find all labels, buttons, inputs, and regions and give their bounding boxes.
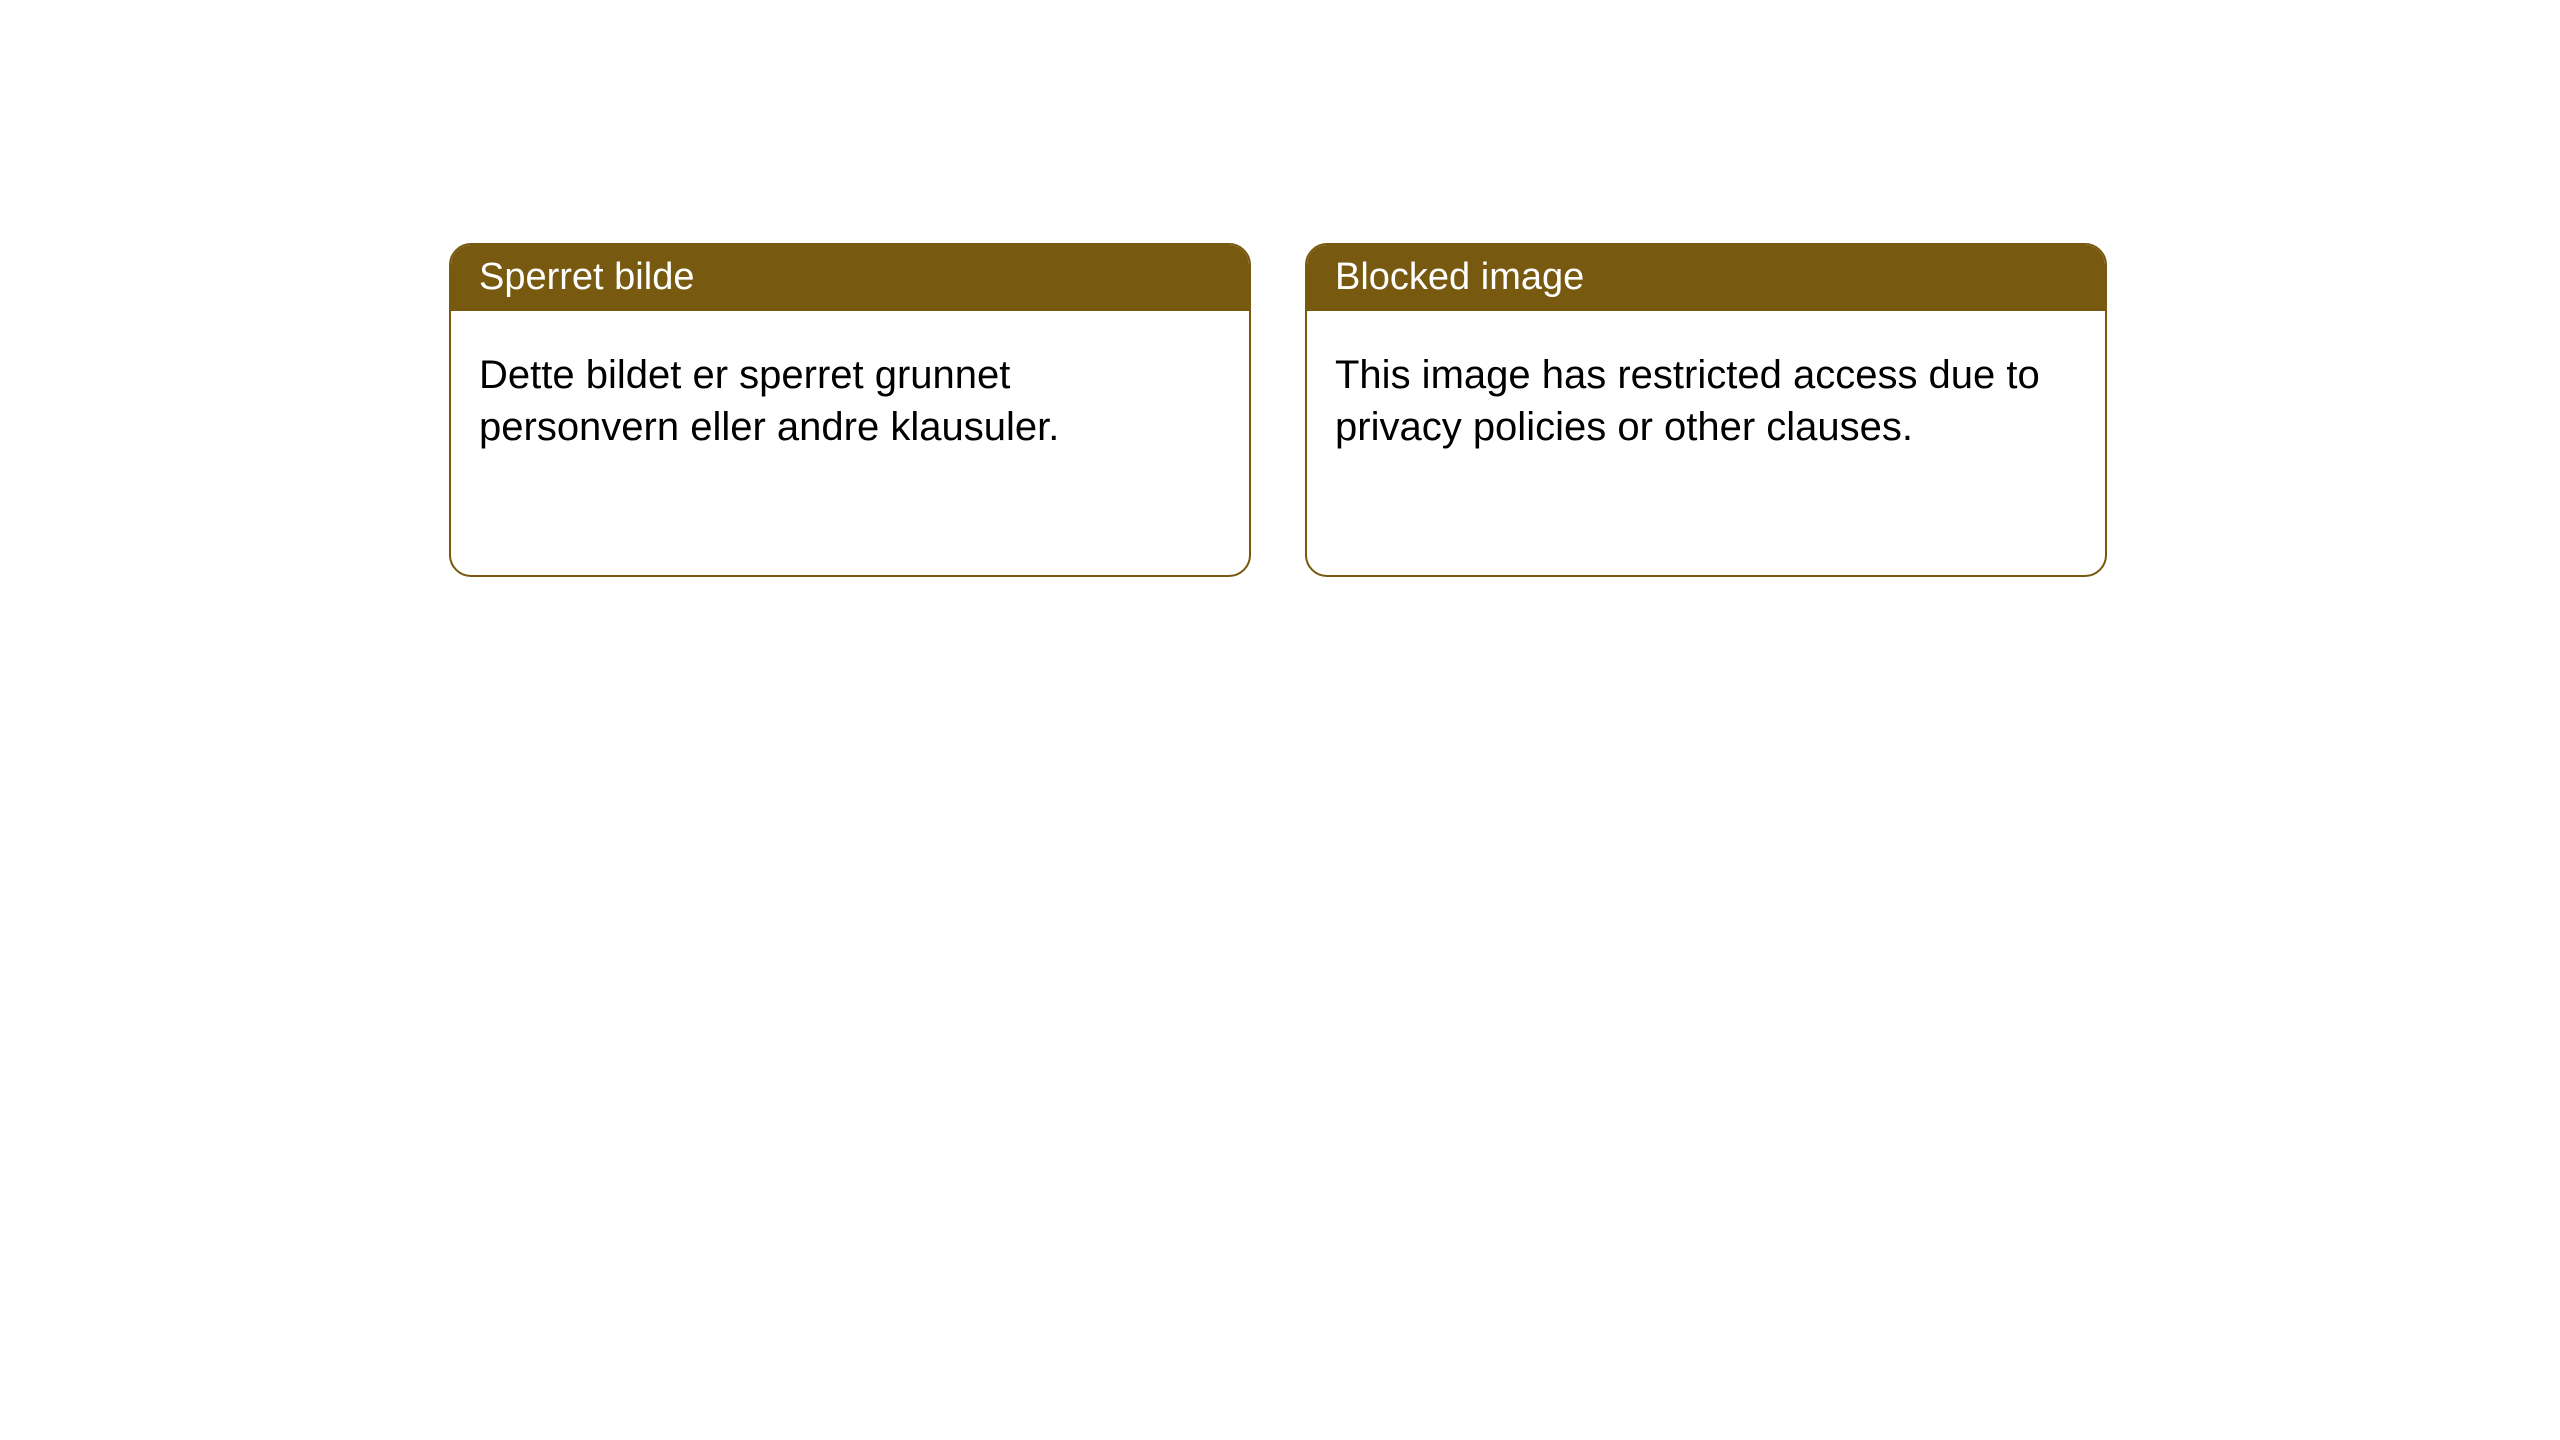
notice-card-norwegian: Sperret bilde Dette bildet er sperret gr… [449,243,1251,577]
notice-container: Sperret bilde Dette bildet er sperret gr… [0,0,2560,577]
notice-card-english: Blocked image This image has restricted … [1305,243,2107,577]
notice-title: Sperret bilde [451,245,1249,311]
notice-title: Blocked image [1307,245,2105,311]
notice-body-text: This image has restricted access due to … [1307,311,2105,481]
notice-body-text: Dette bildet er sperret grunnet personve… [451,311,1249,481]
